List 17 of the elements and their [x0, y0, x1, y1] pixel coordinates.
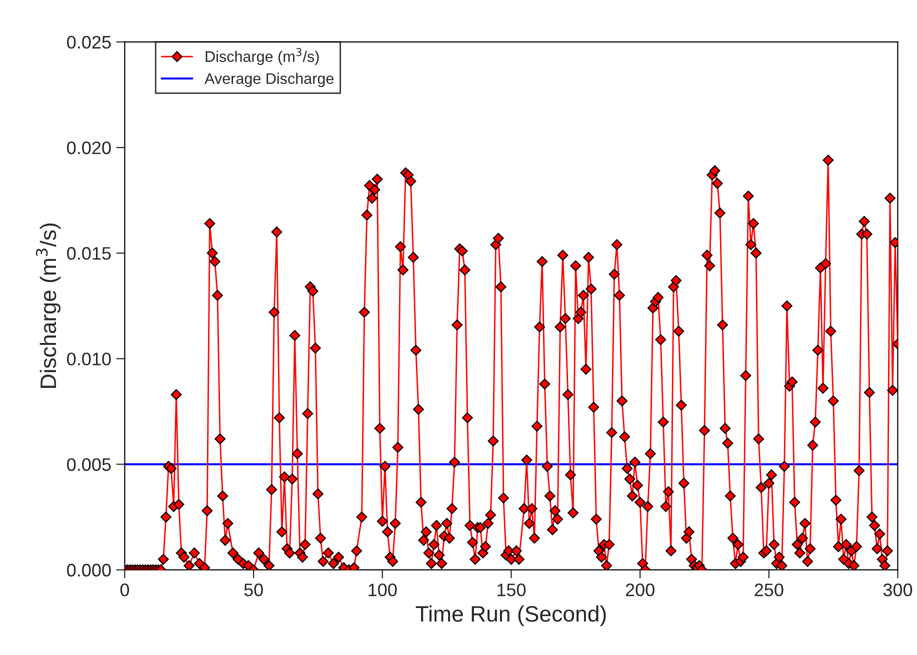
y-tick-label: 0.010 [67, 352, 111, 366]
legend-label: Average Discharge [204, 72, 334, 88]
x-tick-label: 250 [754, 584, 784, 596]
x-axis-title: Time Run (Second) [416, 605, 606, 626]
x-tick-label: 200 [626, 584, 654, 596]
y-tick-label: 0.005 [67, 458, 111, 471]
x-tick-label: 300 [883, 584, 912, 596]
y-tick-label: 0.025 [67, 36, 111, 49]
y-tick-label: 0.000 [67, 564, 111, 577]
x-tick-label: 100 [368, 584, 397, 596]
legend-label: Discharge (m$^{3}$/s) [206, 48, 319, 65]
y-tick-label: 0.020 [67, 141, 111, 154]
x-tick-label: 50 [244, 584, 263, 596]
x-tick-label: 150 [498, 584, 526, 596]
x-tick-label: 0 [120, 584, 130, 596]
y-axis-title: Discharge (m$^{3}$/s) [36, 224, 61, 388]
y-tick-label: 0.015 [67, 247, 111, 260]
